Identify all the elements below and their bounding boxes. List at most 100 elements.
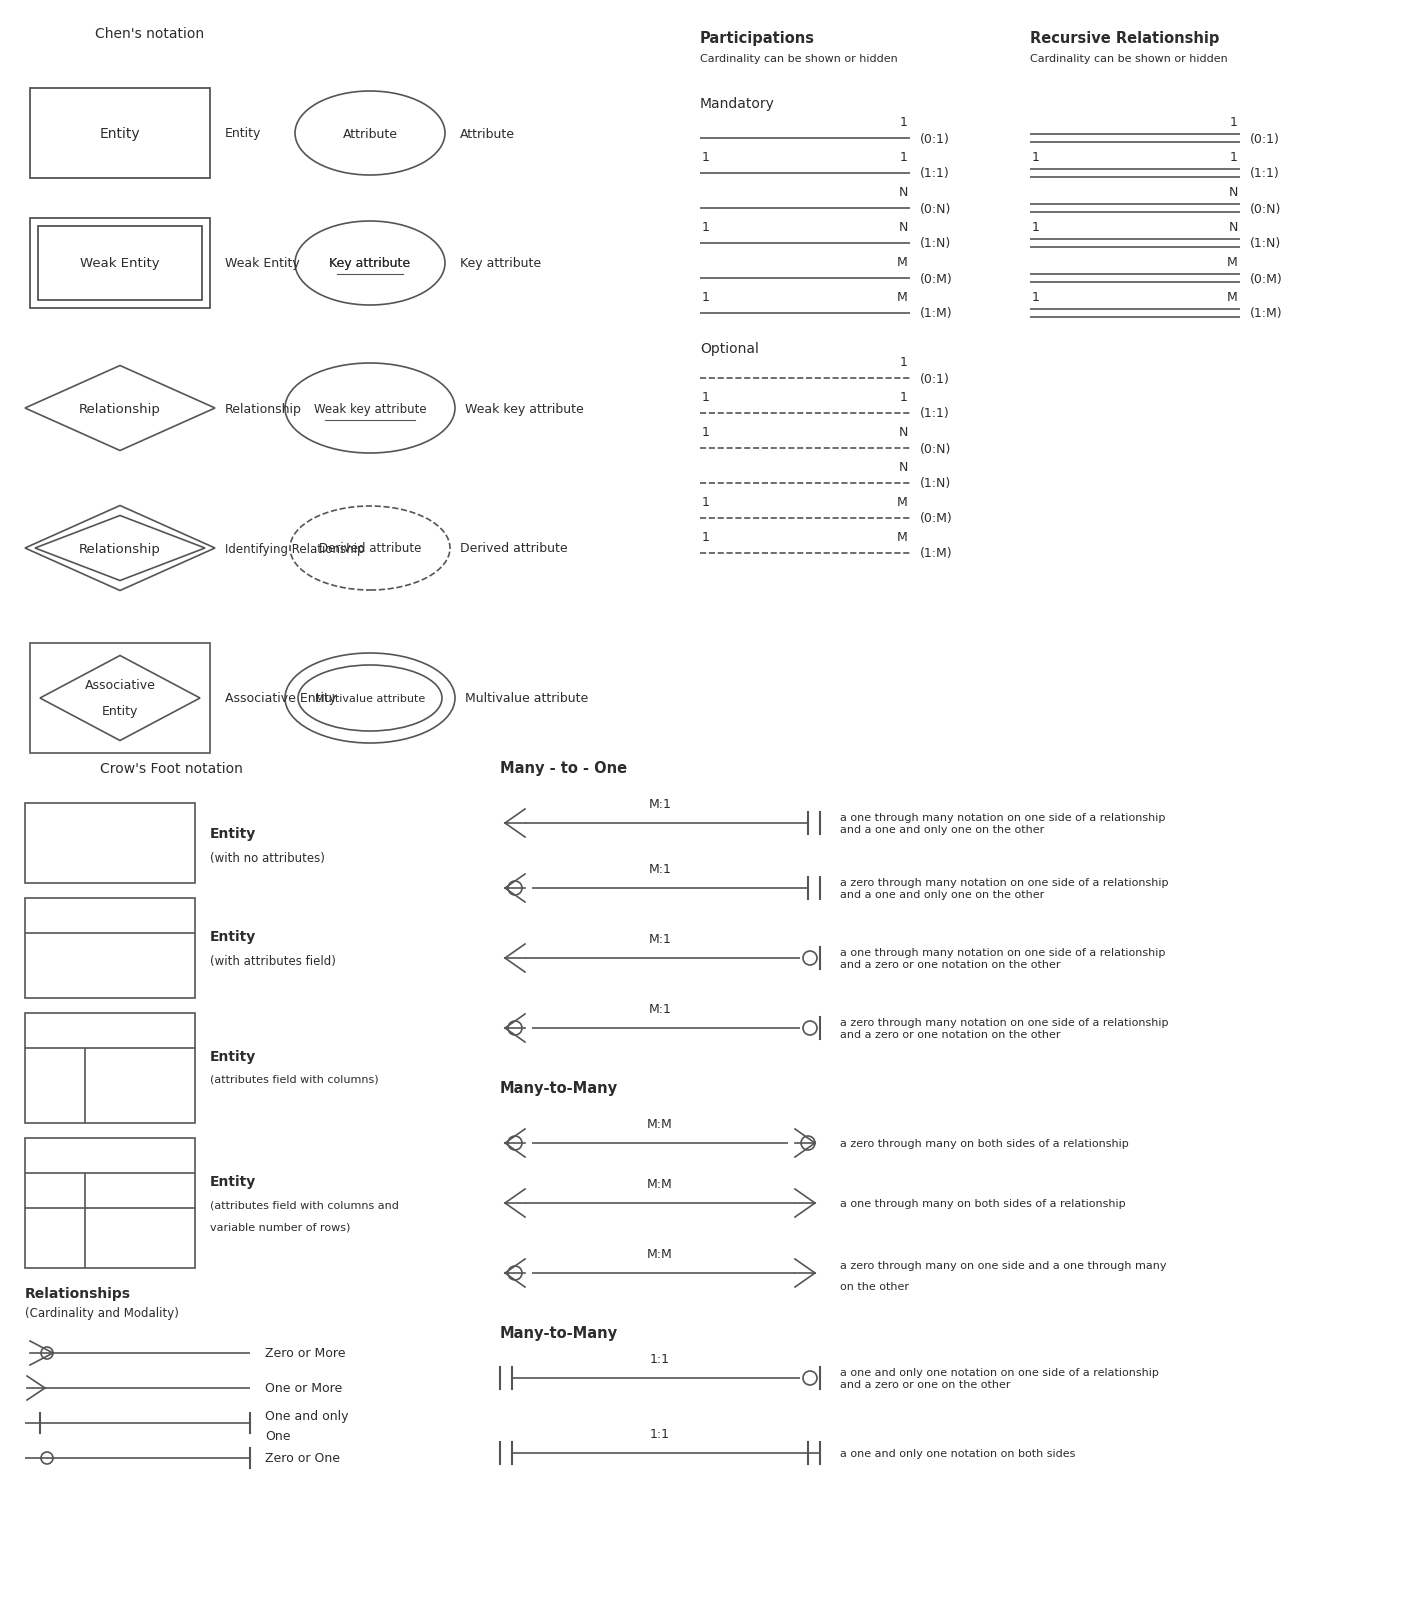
Text: 1: 1 xyxy=(900,115,908,128)
Text: Multivalue attribute: Multivalue attribute xyxy=(465,691,588,704)
Bar xyxy=(29,219,211,308)
Text: Chen's notation: Chen's notation xyxy=(95,28,205,41)
Text: (1:1): (1:1) xyxy=(1250,167,1280,180)
Text: M: M xyxy=(1227,291,1238,304)
Text: (0:M): (0:M) xyxy=(920,273,953,286)
Text: Entity: Entity xyxy=(211,1175,257,1188)
Text: (1:M): (1:M) xyxy=(1250,307,1283,320)
Text: M:M: M:M xyxy=(647,1117,673,1130)
Ellipse shape xyxy=(295,222,445,305)
Text: a zero through many on both sides of a relationship: a zero through many on both sides of a r… xyxy=(840,1138,1129,1149)
Text: (0:N): (0:N) xyxy=(920,441,952,454)
Text: (attributes field with columns): (attributes field with columns) xyxy=(211,1073,379,1083)
Text: N: N xyxy=(899,461,908,474)
Text: Mandatory: Mandatory xyxy=(701,97,775,110)
Text: Key attribute: Key attribute xyxy=(330,258,410,271)
Text: 1:1: 1:1 xyxy=(650,1427,670,1440)
Text: 1:1: 1:1 xyxy=(650,1352,670,1365)
Text: 1: 1 xyxy=(702,495,710,508)
Text: Multivalue attribute: Multivalue attribute xyxy=(314,693,425,703)
Text: Optional: Optional xyxy=(701,342,760,355)
Text: a one through many notation on one side of a relationship
and a zero or one nota: a one through many notation on one side … xyxy=(840,948,1165,969)
Ellipse shape xyxy=(295,93,445,175)
Text: a zero through many notation on one side of a relationship
and a zero or one not: a zero through many notation on one side… xyxy=(840,1018,1168,1039)
Text: M: M xyxy=(897,531,908,544)
Text: Derived attribute: Derived attribute xyxy=(461,542,567,555)
Text: 1: 1 xyxy=(1032,151,1040,164)
Text: M: M xyxy=(897,256,908,269)
Text: N: N xyxy=(1228,187,1238,200)
Polygon shape xyxy=(25,506,215,591)
Bar xyxy=(25,803,195,883)
Text: a one and only one notation on one side of a relationship
and a zero or one on t: a one and only one notation on one side … xyxy=(840,1367,1158,1389)
Text: 1: 1 xyxy=(1032,291,1040,304)
Polygon shape xyxy=(39,656,199,742)
Text: 1: 1 xyxy=(900,355,908,368)
Text: (with attributes field): (with attributes field) xyxy=(211,954,336,967)
Text: 1: 1 xyxy=(702,151,710,164)
Ellipse shape xyxy=(285,654,455,743)
Bar xyxy=(25,1138,195,1268)
Text: (0:N): (0:N) xyxy=(1250,203,1282,216)
Text: Key attribute: Key attribute xyxy=(330,258,410,271)
Bar xyxy=(38,227,202,300)
Text: (attributes field with columns and: (attributes field with columns and xyxy=(211,1201,399,1211)
Text: Participations: Participations xyxy=(701,31,814,47)
Text: Derived attribute: Derived attribute xyxy=(319,542,421,555)
Text: (0:M): (0:M) xyxy=(920,513,953,526)
Text: Entity: Entity xyxy=(211,930,257,943)
Polygon shape xyxy=(25,367,215,451)
Text: 1: 1 xyxy=(702,221,710,234)
Bar xyxy=(29,644,211,753)
Ellipse shape xyxy=(285,364,455,454)
Text: N: N xyxy=(899,221,908,234)
Text: (1:N): (1:N) xyxy=(1250,237,1282,250)
Text: One: One xyxy=(265,1430,291,1443)
Text: M:1: M:1 xyxy=(649,1003,671,1016)
Text: Entity: Entity xyxy=(211,1050,257,1063)
Text: Attribute: Attribute xyxy=(343,128,397,141)
Text: 1: 1 xyxy=(1230,151,1238,164)
Text: (Cardinality and Modality): (Cardinality and Modality) xyxy=(25,1307,178,1319)
Text: 1: 1 xyxy=(702,291,710,304)
Text: (1:1): (1:1) xyxy=(920,167,949,180)
Text: N: N xyxy=(899,425,908,438)
Text: Zero or One: Zero or One xyxy=(265,1451,340,1464)
Text: Attribute: Attribute xyxy=(461,128,515,141)
Text: Relationship: Relationship xyxy=(79,403,161,415)
Text: Associative Entity: Associative Entity xyxy=(225,691,336,704)
Text: Weak key attribute: Weak key attribute xyxy=(465,403,584,415)
Text: 1: 1 xyxy=(900,391,908,404)
Bar xyxy=(25,899,195,998)
Text: Relationship: Relationship xyxy=(79,542,161,555)
Text: (1:1): (1:1) xyxy=(920,407,949,420)
Text: Many-to-Many: Many-to-Many xyxy=(500,1326,618,1341)
Text: M:M: M:M xyxy=(647,1177,673,1190)
Text: Relationship: Relationship xyxy=(225,403,302,415)
Text: on the other: on the other xyxy=(840,1281,908,1292)
Text: Entity: Entity xyxy=(211,826,257,841)
Text: Weak Entity: Weak Entity xyxy=(80,258,160,271)
Text: (0:N): (0:N) xyxy=(920,203,952,216)
Text: N: N xyxy=(899,187,908,200)
Text: Weak key attribute: Weak key attribute xyxy=(313,403,427,415)
Text: a one through many notation on one side of a relationship
and a one and only one: a one through many notation on one side … xyxy=(840,813,1165,834)
Text: M:1: M:1 xyxy=(649,933,671,946)
Text: Weak Entity: Weak Entity xyxy=(225,258,299,271)
Text: M: M xyxy=(897,291,908,304)
Ellipse shape xyxy=(298,665,442,732)
Text: Identifying Relationship: Identifying Relationship xyxy=(225,542,365,555)
Text: M:1: M:1 xyxy=(649,862,671,875)
Text: One and only: One and only xyxy=(265,1410,348,1423)
Bar xyxy=(25,1013,195,1123)
Text: Key attribute: Key attribute xyxy=(461,258,541,271)
Text: a zero through many on one side and a one through many: a zero through many on one side and a on… xyxy=(840,1259,1167,1271)
Text: 1: 1 xyxy=(900,151,908,164)
Text: (with no attributes): (with no attributes) xyxy=(211,852,324,865)
Text: Crow's Foot notation: Crow's Foot notation xyxy=(100,761,243,776)
Text: (0:M): (0:M) xyxy=(1250,273,1283,286)
Text: 1: 1 xyxy=(702,425,710,438)
Text: 1: 1 xyxy=(702,391,710,404)
Text: 1: 1 xyxy=(702,531,710,544)
Text: Cardinality can be shown or hidden: Cardinality can be shown or hidden xyxy=(1031,54,1227,63)
